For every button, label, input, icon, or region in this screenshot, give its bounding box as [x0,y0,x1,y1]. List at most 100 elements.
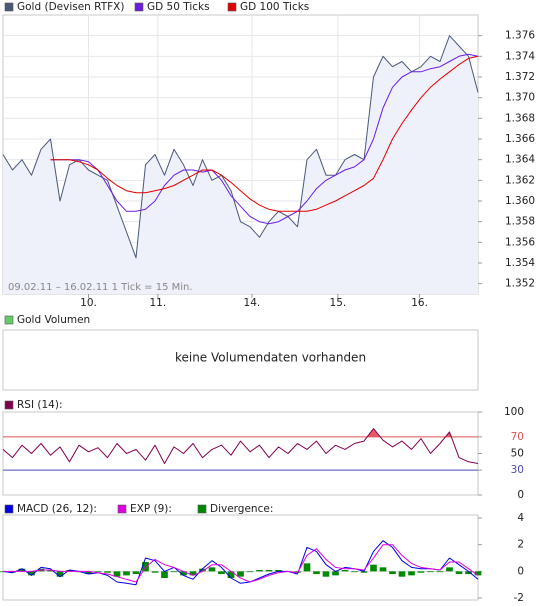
legend-swatch [4,504,14,514]
divergence-bar [161,571,168,579]
y-tick-label: 1.364 [505,154,535,166]
y-tick-label: 1.372 [505,71,535,83]
divergence-bar [256,570,263,572]
divergence-bar [189,571,197,576]
divergence-bar [151,571,159,573]
annotation: keine Volumendaten vorhanden [175,351,366,365]
divergence-bar [465,571,472,575]
y-tick-label: 0 [517,489,524,501]
divergence-bar [265,570,273,572]
y-tick-label: 2 [517,539,524,551]
divergence-bar [427,571,434,573]
divergence-bar [94,571,102,573]
x-tick-label: 15. [330,297,347,309]
y-tick-label: 1.362 [505,174,535,186]
divergence-bar [332,571,339,576]
divergence-bar [455,571,463,575]
divergence-bar [104,571,111,573]
divergence-bar [113,571,121,577]
y-tick-label: 1.360 [505,195,535,207]
divergence-bar [66,570,73,572]
legend-swatch [134,2,144,12]
y-tick-label: 100 [504,406,524,418]
annotation: 09.02.11 – 16.02.11 1 Tick = 15 Min. [8,282,193,293]
divergence-bar [218,571,225,575]
divergence-bar [246,571,254,573]
x-tick-label: 16. [411,297,428,309]
divergence-bar [28,571,35,576]
y-tick-label: -2 [514,592,524,604]
x-tick-label: 11. [149,297,166,309]
divergence-bar [379,567,387,572]
legend-swatch [227,2,237,12]
series-line [2,540,479,586]
y-tick-label: 4 [517,512,524,524]
y-tick-label: 50 [511,448,524,460]
legend-label: RSI (14): [17,399,63,411]
divergence-bar [446,567,453,572]
divergence-bar [275,570,282,572]
divergence-bar [56,571,64,577]
divergence-bar [237,571,244,577]
divergence-bar [389,571,396,575]
area [3,35,478,294]
divergence-bar [341,570,349,572]
y-tick-label: 70 [511,431,524,443]
divergence-bar [370,564,377,572]
y-tick-label: 0 [517,565,524,577]
plot-area [2,329,479,391]
y-tick-label: 1.376 [505,30,535,42]
divergence-bar [142,562,149,572]
divergence-bar [313,571,320,575]
y-tick-label: 1.366 [505,133,535,145]
divergence-bar [132,571,140,575]
series-line [3,544,479,583]
legend-swatch [197,504,207,514]
legend-label: Gold Volumen [17,314,90,326]
legend-label: GD 100 Ticks [240,1,309,13]
y-tick-label: 1.356 [505,236,535,248]
divergence-bar [9,571,16,573]
divergence-bar [351,571,358,573]
legend-swatch [4,2,14,12]
legend-label: Gold (Devisen RTFX) [17,1,124,13]
divergence-bar [436,571,444,573]
series-line [50,53,479,225]
x-tick-label: 14. [244,297,261,309]
y-tick-label: 1.354 [505,257,535,269]
divergence-bar [417,571,425,573]
divergence-bar [322,571,330,577]
legend-swatch [4,315,14,325]
legend-label: EXP (9): [130,503,172,515]
plot-area [2,514,479,601]
y-tick-label: 1.368 [505,112,535,124]
plot-area [2,411,479,496]
legend-label: GD 50 Ticks [147,1,210,13]
y-tick-label: 1.370 [505,92,535,104]
divergence-bar [398,571,406,577]
series-line [50,55,479,212]
divergence-bar [170,571,178,573]
overbought-fill [367,428,452,437]
divergence-bar [85,571,92,575]
divergence-bar [408,571,415,576]
divergence-bar [47,570,54,572]
series-line [2,428,479,464]
divergence-bar [360,571,368,573]
legend-swatch [4,400,14,410]
y-tick-label: 1.374 [505,50,535,62]
legend-label: Divergence: [210,503,273,515]
divergence-bar [18,568,26,572]
divergence-bar [123,571,130,576]
legend-label: MACD (26, 12): [17,503,97,515]
y-tick-label: 30 [511,464,524,476]
divergence-bar [474,571,482,576]
x-tick-label: 10. [80,297,97,309]
y-tick-label: 1.358 [505,216,535,228]
divergence-bar [180,571,187,576]
y-tick-label: 1.352 [505,278,535,290]
divergence-bar [208,567,216,572]
divergence-bar [199,568,206,572]
legend-swatch [117,504,127,514]
